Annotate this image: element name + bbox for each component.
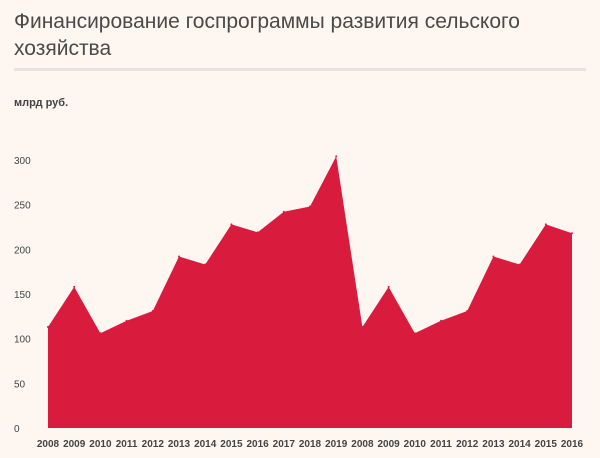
x-tick-label: 2013 <box>482 439 505 450</box>
x-tick-label: 2015 <box>220 439 243 450</box>
chart-title: Финансирование госпрограммы развития сел… <box>14 10 520 60</box>
y-axis-unit-label: млрд руб. <box>14 97 69 109</box>
data-point <box>230 223 233 226</box>
data-point <box>151 309 154 312</box>
data-point <box>413 332 416 335</box>
data-point <box>178 255 180 258</box>
data-point <box>466 309 469 312</box>
y-tick-label: 0 <box>14 424 20 435</box>
x-tick-label: 2011 <box>430 439 452 450</box>
x-tick-label: 2009 <box>63 439 86 450</box>
x-tick-label: 2010 <box>404 439 427 450</box>
x-tick-label: 2008 <box>351 439 374 450</box>
data-point <box>125 319 128 322</box>
data-point <box>544 223 547 226</box>
data-point <box>309 205 311 208</box>
x-tick-label: 2012 <box>142 439 165 450</box>
data-point <box>256 231 259 234</box>
x-tick-label: 2010 <box>89 439 112 450</box>
data-point <box>99 332 102 335</box>
x-tick-label: 2014 <box>194 439 217 450</box>
data-point <box>492 255 495 258</box>
x-tick-label: 2009 <box>377 439 400 450</box>
y-tick-label: 150 <box>14 290 31 301</box>
x-tick-label: 2015 <box>535 439 558 450</box>
title-divider <box>14 68 586 71</box>
y-tick-label: 200 <box>14 245 31 256</box>
series-area-shape <box>48 156 572 428</box>
x-tick-label: 2019 <box>325 439 348 450</box>
data-point <box>361 326 364 329</box>
series-area <box>47 155 573 428</box>
x-axis-ticks: 2008 2009 2010 2011 2012 2013 2014 2015 2016 2017… <box>37 439 584 450</box>
data-point <box>204 263 207 266</box>
y-tick-label: 300 <box>14 156 31 167</box>
data-point <box>571 232 573 235</box>
y-tick-label: 250 <box>14 201 31 212</box>
data-point <box>440 319 442 322</box>
y-axis-ticks: 0 50 100 150 200 250 300 <box>14 156 31 435</box>
x-tick-label: 2013 <box>168 439 191 450</box>
x-tick-label: 2014 <box>508 439 531 450</box>
x-tick-label: 2016 <box>561 439 584 450</box>
x-tick-label: 2011 <box>116 439 138 450</box>
data-point <box>387 285 390 288</box>
data-point <box>518 263 521 266</box>
x-tick-label: 2008 <box>37 439 60 450</box>
data-point <box>47 326 49 329</box>
x-tick-label: 2012 <box>456 439 479 450</box>
data-point <box>282 210 285 213</box>
y-tick-label: 100 <box>14 335 31 346</box>
data-point <box>335 155 338 158</box>
y-tick-label: 50 <box>14 379 26 390</box>
data-point <box>73 285 76 288</box>
x-tick-label: 2016 <box>246 439 269 450</box>
x-tick-label: 2018 <box>299 439 322 450</box>
x-tick-label: 2017 <box>273 439 296 450</box>
